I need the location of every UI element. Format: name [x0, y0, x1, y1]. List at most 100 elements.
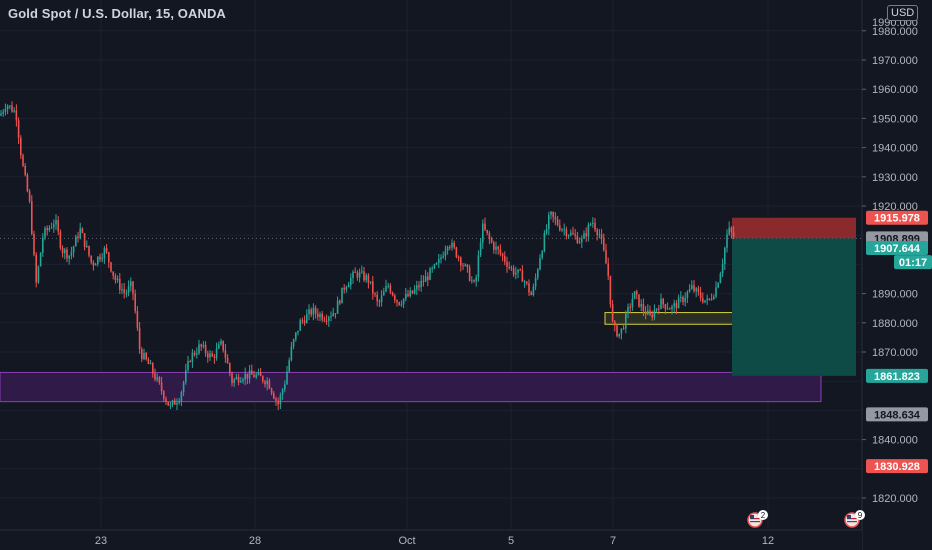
- candle-body: [455, 247, 458, 258]
- candle-body: [651, 314, 653, 318]
- candle-body: [83, 233, 86, 247]
- candle-body: [732, 232, 735, 237]
- candle-body: [345, 287, 348, 290]
- candle-body: [653, 310, 656, 318]
- candle-body: [411, 290, 414, 294]
- candle-body: [42, 237, 44, 253]
- y-tick-label: 1980.000: [872, 26, 918, 38]
- x-tick-label: 12: [762, 535, 774, 547]
- candle-body: [134, 293, 136, 312]
- lower-price-text: 1830.928: [874, 461, 920, 473]
- candle-body: [721, 264, 724, 274]
- candle-body: [292, 339, 295, 347]
- support-zone: [0, 371, 822, 403]
- candle-body: [699, 292, 702, 299]
- candle-body: [114, 275, 117, 281]
- candle-body: [726, 234, 728, 248]
- candle-body: [290, 346, 293, 361]
- candle-body: [356, 272, 359, 278]
- candle-body: [594, 222, 596, 230]
- candle-body: [493, 242, 495, 250]
- event-count-badge: [855, 510, 865, 520]
- candle-body: [691, 285, 693, 289]
- candle-body: [176, 403, 178, 405]
- candle-body: [178, 401, 180, 404]
- candle-body: [413, 289, 416, 294]
- candle-body: [660, 298, 662, 309]
- candle-body: [220, 340, 222, 345]
- candle-body: [475, 277, 477, 282]
- y-tick-label: 1880.000: [872, 318, 918, 330]
- candle-body: [585, 233, 587, 237]
- candle-body: [105, 248, 108, 253]
- countdown-label: [894, 255, 932, 270]
- candle-body: [545, 228, 548, 234]
- candle-body: [354, 271, 356, 273]
- candle-body: [174, 400, 176, 405]
- candle-body: [409, 290, 411, 297]
- candle-body: [222, 340, 224, 351]
- flag-canton: [847, 515, 851, 519]
- candle-body: [640, 304, 642, 307]
- candle-body: [728, 227, 730, 235]
- candle-body: [141, 349, 143, 360]
- candle-body: [567, 235, 570, 237]
- candle-body: [605, 250, 607, 264]
- candle-body: [517, 269, 519, 273]
- candle-body: [636, 291, 638, 295]
- candle-body: [658, 308, 660, 310]
- support-price-label: [866, 407, 928, 422]
- candle-body: [561, 229, 563, 231]
- candle-body: [75, 236, 77, 247]
- candle-body: [323, 319, 326, 321]
- candle-body: [730, 227, 733, 233]
- candle-body: [66, 249, 68, 259]
- candle-body: [424, 276, 427, 282]
- candle-body: [167, 401, 169, 406]
- candle-body: [119, 278, 121, 290]
- candle-body: [57, 220, 59, 232]
- candle-body: [515, 272, 517, 275]
- candle-body: [59, 231, 62, 248]
- candle-body: [600, 234, 603, 239]
- candle-body: [719, 273, 722, 284]
- candle-body: [116, 278, 119, 281]
- candle-body: [4, 109, 7, 112]
- candle-body: [147, 359, 150, 364]
- candle-body: [365, 275, 367, 281]
- candle-body: [180, 392, 183, 402]
- candle-body: [169, 404, 172, 406]
- candle-body: [110, 262, 112, 272]
- candle-body: [422, 280, 425, 282]
- candle-body: [81, 228, 84, 234]
- candle-body: [218, 344, 220, 349]
- candle-body: [446, 246, 449, 251]
- candle-body: [416, 285, 418, 290]
- candle-body: [468, 267, 471, 281]
- x-tick-label: Oct: [398, 535, 415, 547]
- currency-button[interactable]: USD: [887, 5, 919, 21]
- candle-body: [171, 400, 174, 405]
- candle-body: [686, 291, 689, 299]
- candle-body: [262, 376, 264, 382]
- y-tick-label: 1820.000: [872, 493, 918, 505]
- candle-body: [288, 360, 290, 372]
- candle-body: [31, 201, 33, 234]
- candle-body: [200, 344, 202, 347]
- candle-body: [193, 352, 196, 355]
- candle-body: [266, 380, 268, 385]
- candle-body: [248, 370, 251, 379]
- candle-body: [675, 303, 678, 309]
- flag-stripe: [750, 521, 760, 523]
- candle-body: [449, 246, 451, 248]
- candle-body: [68, 255, 70, 259]
- candle-body: [647, 310, 649, 315]
- candle-body: [301, 320, 304, 322]
- candle-body: [152, 363, 154, 374]
- candle-body: [158, 377, 161, 383]
- candle-body: [22, 155, 24, 166]
- candle-body: [677, 297, 680, 309]
- candle-body: [211, 353, 213, 357]
